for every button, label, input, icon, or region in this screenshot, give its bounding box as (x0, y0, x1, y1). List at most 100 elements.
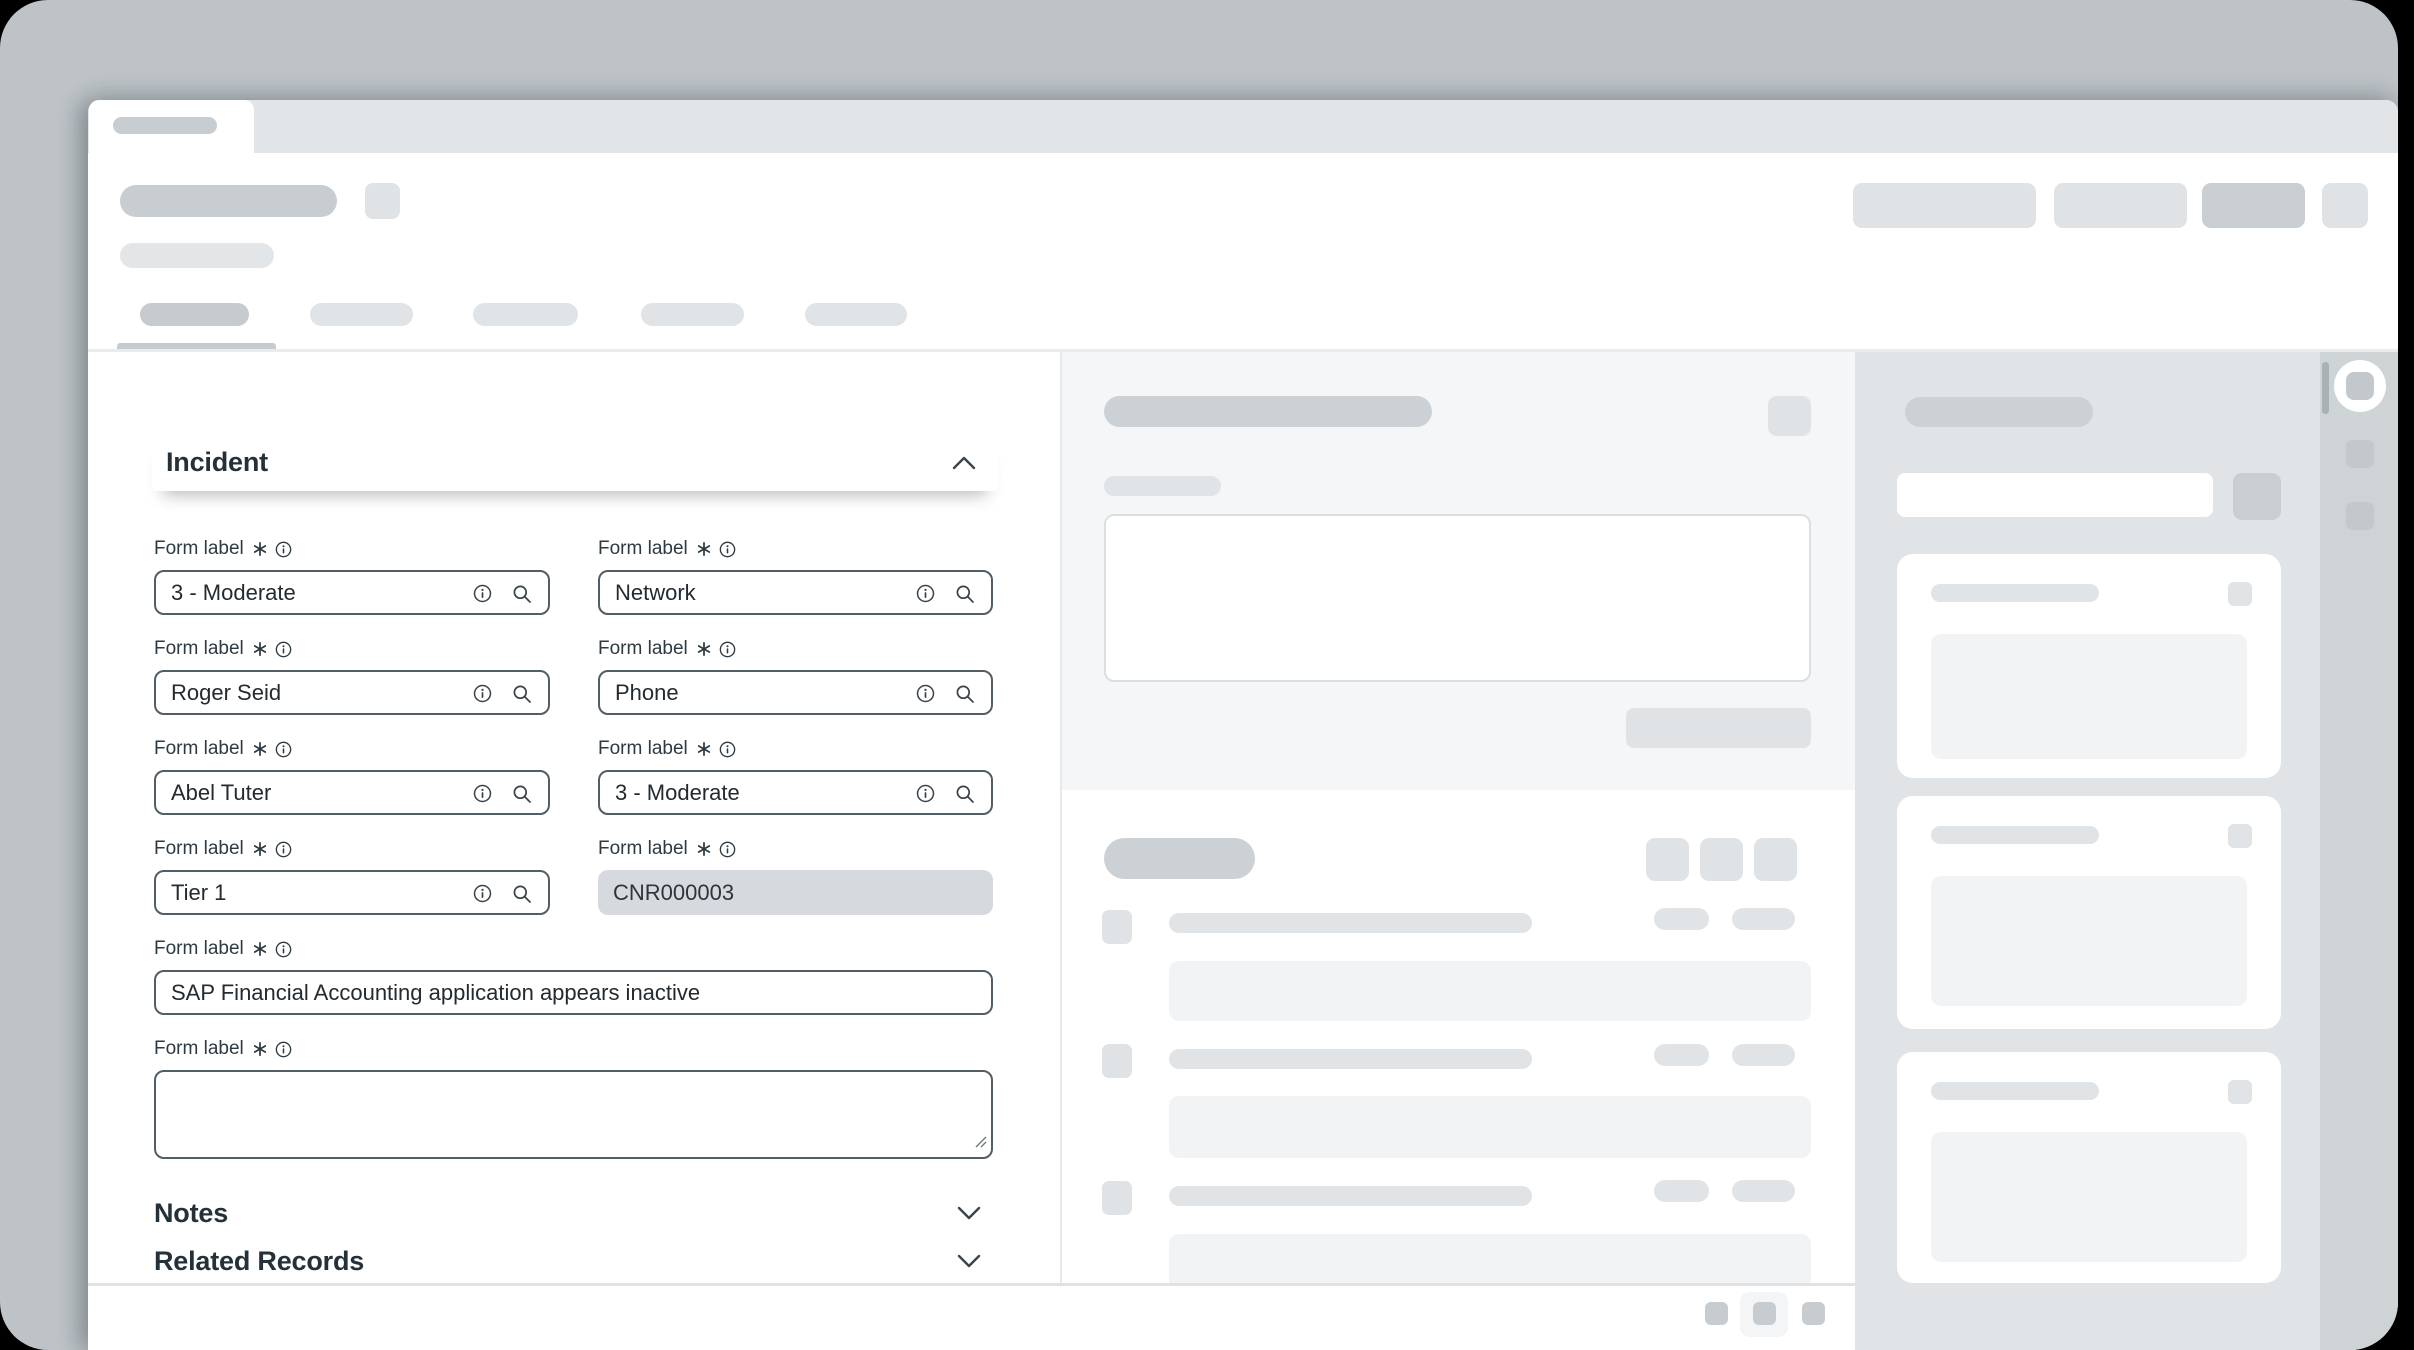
form-field-label: Form label (598, 837, 993, 861)
info-icon[interactable] (473, 884, 492, 903)
contact-type-field[interactable] (600, 672, 999, 713)
info-icon[interactable] (916, 584, 935, 603)
section-header-notes[interactable]: Notes (154, 1194, 993, 1232)
info-icon[interactable] (275, 841, 292, 858)
form-field-label: Form label (598, 637, 993, 661)
search-icon[interactable] (512, 584, 532, 604)
record-tab-4[interactable] (641, 303, 744, 326)
rail-active-item[interactable] (2334, 360, 2386, 412)
title-icon-placeholder[interactable] (365, 183, 400, 219)
info-icon[interactable] (719, 541, 736, 558)
card-action-icon[interactable] (2228, 582, 2252, 606)
compose-section (1062, 352, 1855, 790)
resize-handle-icon[interactable] (973, 1134, 987, 1153)
card-action-icon[interactable] (2228, 824, 2252, 848)
info-icon[interactable] (719, 641, 736, 658)
stream-item-meta-placeholder (1654, 1180, 1709, 1202)
info-icon[interactable] (275, 741, 292, 758)
compose-post-button[interactable] (1626, 708, 1811, 748)
search-icon[interactable] (955, 584, 975, 604)
support-group-field[interactable] (156, 872, 555, 913)
compose-icon-button[interactable] (1768, 396, 1811, 436)
search-icon[interactable] (955, 684, 975, 704)
info-icon[interactable] (916, 684, 935, 703)
card-title-placeholder (1931, 584, 2099, 602)
info-icon[interactable] (275, 641, 292, 658)
card-action-icon[interactable] (2228, 1080, 2252, 1104)
reference-input-box (598, 570, 999, 615)
info-icon[interactable] (473, 684, 492, 703)
reference-input-box (154, 670, 555, 715)
info-icon[interactable] (719, 841, 736, 858)
rail-scroll-indicator (2322, 362, 2329, 414)
search-icon[interactable] (512, 784, 532, 804)
sidebar-search-button[interactable] (2233, 473, 2281, 520)
search-icon[interactable] (955, 784, 975, 804)
info-icon[interactable] (473, 784, 492, 803)
stream-item-meta-placeholder (1732, 1044, 1795, 1066)
footer-bar (88, 1283, 1855, 1350)
info-icon[interactable] (719, 741, 736, 758)
short-description-field[interactable] (156, 972, 991, 1013)
footer-view-button-2[interactable] (1753, 1302, 1776, 1325)
rail-item-2[interactable] (2346, 440, 2374, 468)
record-tab-3[interactable] (473, 303, 578, 326)
description-textarea[interactable] (156, 1072, 991, 1157)
info-icon[interactable] (916, 784, 935, 803)
urgency-field[interactable] (600, 772, 999, 813)
sidebar-search-input[interactable] (1897, 473, 2213, 517)
required-asterisk-icon (697, 842, 711, 856)
search-icon[interactable] (512, 884, 532, 904)
chevron-down-icon[interactable] (957, 1254, 981, 1268)
stream-item-body-placeholder (1169, 961, 1811, 1021)
compose-input-area[interactable] (1104, 514, 1811, 682)
footer-view-button-1[interactable] (1705, 1302, 1728, 1325)
form-field-5: Form label (598, 737, 999, 815)
required-asterisk-icon (697, 642, 711, 656)
page-title-placeholder (120, 185, 337, 217)
header-action-button-2[interactable] (2054, 183, 2187, 228)
stream-filter-button-3[interactable] (1754, 838, 1797, 881)
category-field[interactable] (600, 572, 999, 613)
stream-filter-button-1[interactable] (1646, 838, 1689, 881)
record-tab-2[interactable] (310, 303, 413, 326)
reference-input-box (598, 770, 999, 815)
caller-field[interactable] (156, 772, 555, 813)
impact-field[interactable] (156, 572, 555, 613)
form-field-2: Form label (154, 637, 555, 715)
record-tab-5[interactable] (805, 303, 907, 326)
header-primary-button[interactable] (2202, 183, 2305, 228)
section-header-incident[interactable]: Incident (152, 434, 998, 491)
form-field-9: Form label (154, 1037, 993, 1159)
form-field-label: Form label (154, 837, 550, 861)
readonly-input-box (598, 870, 993, 915)
browser-tab[interactable] (89, 100, 254, 153)
search-icon[interactable] (512, 684, 532, 704)
required-asterisk-icon (253, 542, 267, 556)
stream-filter-button-2[interactable] (1700, 838, 1743, 881)
assigned-to-field[interactable] (156, 672, 555, 713)
stream-item-text-placeholder (1169, 1186, 1532, 1206)
footer-view-button-3[interactable] (1802, 1302, 1825, 1325)
card-body-placeholder (1931, 634, 2247, 759)
form-field-label: Form label (154, 637, 550, 661)
form-field-0: Form label (154, 537, 555, 615)
required-asterisk-icon (253, 1042, 267, 1056)
info-icon[interactable] (275, 541, 292, 558)
reference-input-box (598, 670, 999, 715)
avatar (1102, 1044, 1132, 1078)
info-icon[interactable] (473, 584, 492, 603)
form-field-8: Form label (154, 937, 993, 1015)
info-icon[interactable] (275, 941, 292, 958)
form-field-label: Form label (154, 537, 550, 561)
chevron-down-icon[interactable] (957, 1206, 981, 1220)
contextual-rail (2320, 352, 2398, 1350)
reference-input-box (154, 870, 555, 915)
chevron-up-icon[interactable] (952, 456, 976, 470)
header-action-button-1[interactable] (1853, 183, 2036, 228)
rail-item-3[interactable] (2346, 502, 2374, 530)
info-icon[interactable] (275, 1041, 292, 1058)
section-header-related-records[interactable]: Related Records (154, 1242, 993, 1280)
record-tab-active[interactable] (140, 303, 249, 326)
header-more-button[interactable] (2322, 183, 2368, 228)
